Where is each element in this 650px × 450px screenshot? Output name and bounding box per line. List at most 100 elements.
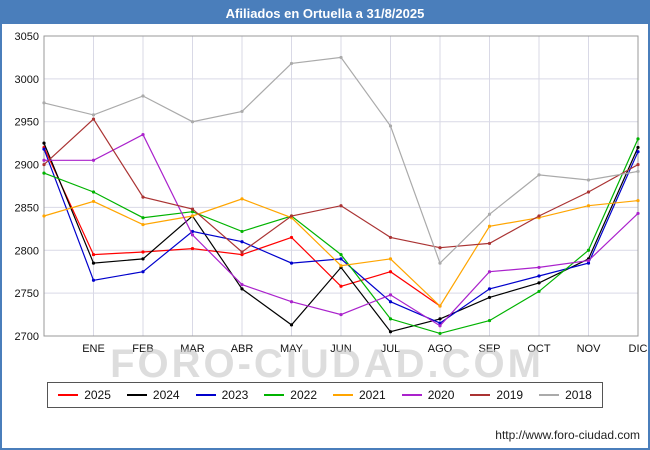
series-point	[289, 300, 294, 304]
legend-item-2022: 2022	[264, 388, 317, 402]
series-point	[388, 317, 393, 321]
legend-item-2020: 2020	[401, 388, 455, 402]
plot-border	[43, 35, 639, 337]
series-point	[537, 214, 541, 218]
series-point	[141, 216, 145, 220]
y-tick-label: 2900	[15, 160, 39, 172]
series-point	[487, 224, 492, 228]
legend-swatch-2022	[264, 394, 285, 396]
series-point	[42, 141, 46, 145]
legend-swatch-2025	[58, 394, 79, 396]
series-point	[289, 214, 294, 218]
series-point	[438, 304, 442, 308]
y-tick-label: 2800	[15, 245, 39, 257]
legend-item-2021: 2021	[333, 388, 386, 402]
footer-url[interactable]: http://www.foro-ciudad.com	[495, 428, 640, 442]
series-point	[487, 318, 492, 323]
y-tick-label: 2850	[15, 202, 39, 214]
series-point	[240, 229, 244, 234]
legend-swatch-2020	[401, 394, 422, 396]
series-point	[636, 137, 640, 141]
series-point	[141, 222, 145, 227]
y-tick-label: 2950	[15, 117, 39, 129]
series-point	[537, 274, 541, 278]
series-point	[388, 235, 393, 240]
series-point	[240, 197, 244, 201]
series-point	[636, 162, 640, 167]
series-point	[438, 324, 442, 328]
series-point	[141, 195, 145, 199]
line-chart: 2700 2750 2800 2850 2900 2950 3000 3050 ENE FEB MA…	[15, 31, 648, 355]
series-point	[240, 252, 244, 257]
legend-swatch-2021	[333, 394, 353, 396]
x-tick-label: MAY	[280, 343, 304, 355]
series-point	[42, 214, 46, 218]
series-point	[487, 241, 492, 246]
series-point	[190, 246, 195, 251]
series-point	[42, 101, 46, 105]
series-point	[537, 265, 541, 270]
x-tick-label: AGO	[428, 343, 453, 355]
series-point	[537, 289, 541, 294]
series-point	[240, 282, 244, 287]
x-tick-label: JUN	[330, 343, 351, 355]
series-point	[339, 252, 343, 257]
series-point	[141, 257, 145, 261]
chart-area: 2700 2750 2800 2850 2900 2950 3000 3050 ENE FEB MA…	[2, 24, 648, 386]
legend-item-2024: 2024	[126, 388, 180, 402]
x-tick-label: MAR	[180, 343, 205, 355]
series-point	[91, 113, 96, 117]
series-point	[586, 258, 591, 263]
series-point	[339, 55, 343, 60]
series-point	[388, 330, 393, 334]
y-tick-label: 3000	[15, 74, 39, 86]
legend-item-2019: 2019	[470, 388, 523, 402]
x-tick-label: SEP	[478, 343, 500, 355]
series-point	[438, 261, 442, 265]
series-point	[636, 198, 640, 203]
legend-label-2020: 2020	[427, 388, 455, 402]
series-point	[339, 312, 343, 317]
series-point	[91, 278, 96, 282]
chart-legend: 2025 2024 2023 2022 2021 2020 2019 2018	[47, 382, 603, 408]
series-point	[141, 270, 145, 274]
series-point	[141, 94, 145, 98]
series-point	[487, 212, 492, 216]
series-point	[289, 235, 294, 240]
series-point	[339, 204, 343, 208]
legend-label-2022: 2022	[290, 388, 317, 402]
series-point	[636, 169, 640, 174]
series-point	[339, 257, 343, 261]
series-point	[636, 150, 640, 154]
x-tick-label: ENE	[82, 343, 105, 355]
legend-item-2018: 2018	[539, 388, 592, 402]
series-point	[91, 190, 96, 194]
series-point	[91, 158, 96, 162]
series-point	[289, 261, 294, 265]
x-tick-label: NOV	[577, 343, 602, 355]
chart-title-bar: Afiliados en Ortuella a 31/8/2025	[2, 2, 648, 24]
series-point	[537, 173, 541, 177]
series-point	[388, 293, 393, 297]
series-point	[190, 210, 195, 214]
series-point	[487, 270, 492, 274]
series-point	[141, 132, 145, 137]
series-point	[388, 257, 393, 261]
series-point	[438, 246, 442, 250]
series-point	[289, 323, 294, 327]
legend-item-2025: 2025	[58, 388, 111, 402]
series-point	[586, 190, 591, 194]
y-tick-label: 3050	[15, 31, 39, 43]
series-point	[91, 261, 96, 265]
series-point	[91, 117, 96, 121]
y-tick-label: 2750	[15, 288, 39, 300]
series-point	[636, 211, 640, 216]
legend-label-2021: 2021	[359, 388, 386, 402]
series-point	[42, 162, 46, 167]
series-point	[487, 295, 492, 300]
legend-swatch-2018	[539, 394, 560, 396]
series-point	[42, 158, 46, 162]
series-point	[586, 178, 591, 182]
series-point	[438, 331, 442, 336]
